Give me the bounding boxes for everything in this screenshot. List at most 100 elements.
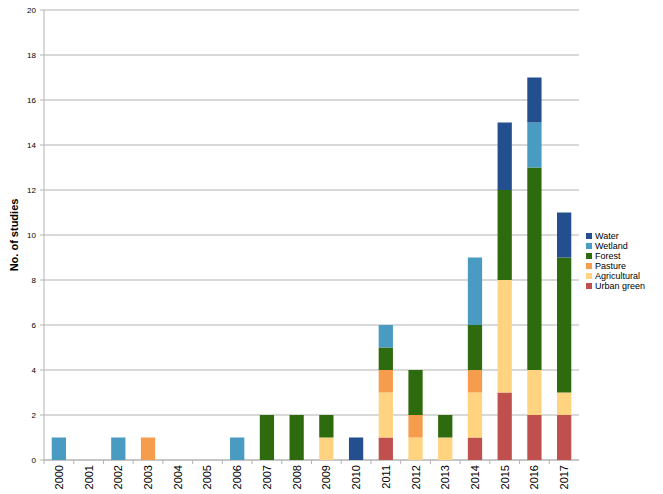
legend-swatch <box>586 273 592 279</box>
bar-segment <box>349 438 363 461</box>
bar-segment <box>290 415 304 460</box>
x-tick-label: 2013 <box>439 465 451 489</box>
bar-segment <box>111 438 125 461</box>
grid-line <box>44 100 579 101</box>
bar-segment <box>557 258 571 393</box>
bar-segment <box>200 460 214 461</box>
bar-segment <box>468 258 482 326</box>
x-tick <box>311 460 312 464</box>
bar-segment <box>141 437 155 438</box>
bar-segment <box>408 438 422 461</box>
bar-segment <box>498 123 512 191</box>
bar-segment <box>319 438 333 461</box>
chart: 0246810121416182020002001200220032004200… <box>0 0 663 494</box>
y-tick <box>40 280 44 281</box>
bar-segment <box>171 460 185 461</box>
x-tick-label: 2009 <box>320 465 332 489</box>
x-tick <box>222 460 223 464</box>
bar-segment <box>408 415 422 438</box>
y-tick <box>40 325 44 326</box>
bar-segment <box>141 437 155 438</box>
bar-segment <box>379 438 393 461</box>
x-tick <box>133 460 134 464</box>
bar-segment <box>408 370 422 371</box>
bar-segment <box>81 460 95 461</box>
bar-segment <box>260 415 274 460</box>
bar-segment <box>81 460 95 461</box>
bar-segment <box>557 415 571 460</box>
bar-segment <box>527 78 541 123</box>
grid-line <box>44 55 579 56</box>
x-tick-label: 2001 <box>83 465 95 489</box>
x-tick-label: 2002 <box>112 465 124 489</box>
y-tick-label: 12 <box>27 186 36 195</box>
bar-segment <box>379 325 393 326</box>
bar-segment <box>141 437 155 438</box>
x-tick <box>519 460 520 464</box>
y-tick <box>40 10 44 11</box>
bar-segment <box>438 438 452 461</box>
y-tick <box>40 190 44 191</box>
bar-segment <box>200 460 214 461</box>
bar-segment <box>171 460 185 461</box>
legend-swatch <box>586 233 592 239</box>
bar-segment <box>171 460 185 461</box>
bar-segment <box>290 415 304 416</box>
bar-segment <box>52 438 66 461</box>
bar-segment <box>498 280 512 393</box>
grid-line <box>44 10 579 11</box>
y-tick-label: 8 <box>32 276 37 285</box>
bar-segment <box>438 415 452 438</box>
bar-segment <box>200 460 214 461</box>
bar-segment <box>438 415 452 416</box>
bar-segment <box>498 393 512 461</box>
bar-segment <box>200 460 214 461</box>
y-tick-label: 18 <box>27 51 36 60</box>
x-tick <box>44 460 45 464</box>
bar-segment <box>171 460 185 461</box>
bar-segment <box>81 460 95 461</box>
y-tick-label: 16 <box>27 96 36 105</box>
bar-segment <box>468 438 482 461</box>
bar-segment <box>111 437 125 438</box>
bar-segment <box>290 415 304 416</box>
bar-segment <box>379 348 393 371</box>
x-tick <box>549 460 550 464</box>
legend-label: Urban green <box>595 281 645 291</box>
x-tick <box>162 460 163 464</box>
x-tick <box>192 460 193 464</box>
y-tick-label: 2 <box>32 411 37 420</box>
bar-segment <box>498 190 512 280</box>
bar-segment <box>141 438 155 461</box>
x-tick <box>281 460 282 464</box>
y-axis <box>44 10 45 460</box>
y-tick-label: 4 <box>32 366 37 375</box>
legend: WaterWetlandForestPastureAgriculturalUrb… <box>586 231 645 291</box>
x-tick-label: 2008 <box>291 465 303 489</box>
bar-segment <box>230 437 244 438</box>
x-tick-label: 2007 <box>261 465 273 489</box>
x-tick-label: 2004 <box>172 465 184 489</box>
y-tick <box>40 235 44 236</box>
bar-segment <box>557 213 571 258</box>
bar-segment <box>379 393 393 438</box>
bar-segment <box>527 123 541 168</box>
legend-label: Forest <box>595 251 621 261</box>
legend-swatch <box>586 253 592 259</box>
legend-label: Agricultural <box>595 271 640 281</box>
x-tick-label: 2017 <box>558 465 570 489</box>
y-tick <box>40 370 44 371</box>
legend-label: Pasture <box>595 261 626 271</box>
x-tick <box>370 460 371 464</box>
bar-segment <box>468 370 482 393</box>
bar-segment <box>171 460 185 461</box>
bar-segment <box>379 325 393 348</box>
bar-segment <box>230 438 244 461</box>
bar-segment <box>408 370 422 415</box>
x-tick-label: 2003 <box>142 465 154 489</box>
bar-segment <box>260 415 274 416</box>
bar-segment <box>52 437 66 438</box>
x-tick <box>103 460 104 464</box>
bar-segment <box>200 460 214 461</box>
bar-segment <box>319 415 333 416</box>
